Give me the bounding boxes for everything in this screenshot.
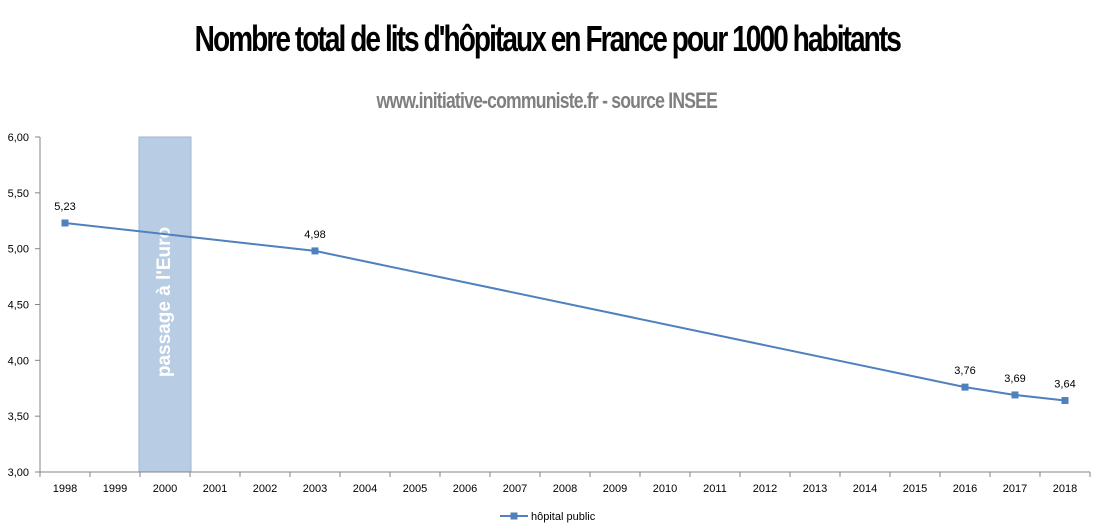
series-layer: 5,23 4,98 3,76 3,69 3,64 [54, 201, 1076, 405]
x-tick-label: 2015 [903, 483, 927, 495]
chart-title: Nombre total de lits d'hôpitaux en Franc… [194, 18, 902, 59]
data-point [1061, 397, 1069, 405]
x-tick-label: 1999 [103, 483, 127, 495]
x-tick-label: 2007 [503, 483, 527, 495]
x-tick-label: 2003 [303, 483, 327, 495]
legend-label: hôpital public [531, 511, 596, 523]
x-tick-label: 2008 [553, 483, 577, 495]
y-tick-label: 4,00 [8, 355, 29, 367]
data-point [61, 219, 69, 227]
x-tick-label: 2010 [653, 483, 677, 495]
data-label: 5,23 [54, 201, 75, 213]
data-point [961, 383, 969, 391]
data-label: 4,98 [304, 229, 325, 241]
data-point [1011, 391, 1019, 399]
y-tick-label: 4,50 [8, 300, 29, 312]
axes-layer: 3,00 3,50 4,00 4,50 5,00 5,50 6,00 1998 1999 2000… [8, 132, 1091, 495]
y-tick-label: 5,50 [8, 188, 29, 200]
x-tick-label: 2013 [803, 483, 827, 495]
x-tick-label: 2014 [853, 483, 877, 495]
x-tick-label: 2016 [953, 483, 977, 495]
x-tick-label: 2004 [353, 483, 377, 495]
legend-marker [510, 512, 518, 520]
data-point [311, 247, 319, 255]
x-tick-label: 2002 [253, 483, 277, 495]
chart-subtitle: www.initiative-communiste.fr - source IN… [376, 88, 718, 113]
x-tick-label: 2005 [403, 483, 427, 495]
legend: hôpital public [500, 511, 596, 523]
y-tick-label: 3,00 [8, 467, 29, 479]
series-line [64, 221, 1066, 402]
x-tick-label: 2017 [1003, 483, 1027, 495]
x-tick-label: 2006 [453, 483, 477, 495]
data-label: 3,69 [1004, 373, 1025, 385]
y-tick-label: 6,00 [8, 132, 29, 144]
x-tick-label: 2001 [203, 483, 227, 495]
y-tick-label: 3,50 [8, 411, 29, 423]
x-tick-label: 2012 [753, 483, 777, 495]
x-tick-label: 1998 [53, 483, 77, 495]
x-tick-label: 2011 [703, 483, 727, 495]
data-label: 3,76 [954, 365, 975, 377]
x-tick-label: 2009 [603, 483, 627, 495]
annotation-layer: passage à l'Euro [138, 136, 192, 473]
annotation-label: passage à l'Euro [154, 227, 175, 377]
x-tick-label: 2000 [153, 483, 177, 495]
data-label: 3,64 [1054, 379, 1075, 391]
x-tick-label: 2018 [1053, 483, 1077, 495]
y-tick-label: 5,00 [8, 244, 29, 256]
